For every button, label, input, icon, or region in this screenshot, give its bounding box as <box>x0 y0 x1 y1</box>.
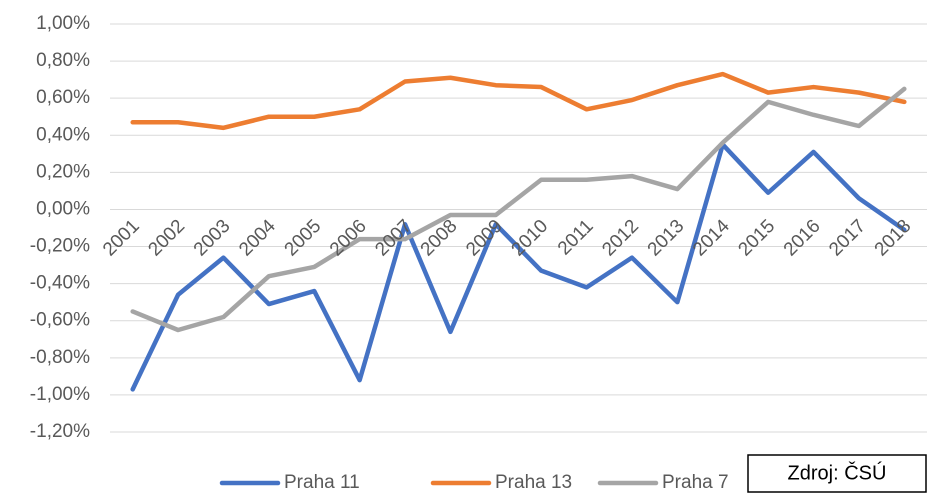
line-series <box>130 142 907 392</box>
legend-label: Praha 11 <box>284 472 360 493</box>
x-tick-label: 2013 <box>644 216 689 261</box>
y-tick-label: 1,00% <box>36 13 90 34</box>
y-tick-label: -0,80% <box>30 347 90 368</box>
legend-label: Praha 13 <box>495 472 572 493</box>
y-tick-label: -0,60% <box>30 310 90 331</box>
source-box <box>747 454 927 493</box>
y-tick-label: -1,00% <box>30 384 90 405</box>
x-tick-label: 2004 <box>235 215 280 260</box>
x-tick-label: 2001 <box>99 216 144 261</box>
y-tick-label: 0,40% <box>36 124 90 145</box>
x-tick-label: 2012 <box>598 216 643 261</box>
y-tick-label: -0,40% <box>30 273 90 294</box>
x-tick-label: 2010 <box>508 216 553 261</box>
x-tick-label: 2014 <box>689 215 734 260</box>
x-tick-label: 2002 <box>144 216 189 261</box>
y-tick-label: 0,00% <box>36 198 90 219</box>
x-tick-label: 2018 <box>871 216 916 261</box>
x-tick-label: 2011 <box>554 216 598 260</box>
x-tick-label: 2015 <box>734 216 779 261</box>
x-tick-label: 2017 <box>825 216 870 261</box>
y-tick-label: 0,20% <box>36 161 90 182</box>
y-tick-label: -0,20% <box>30 236 90 257</box>
legend-label: Praha 7 <box>662 472 729 493</box>
x-tick-label: 2005 <box>281 216 326 261</box>
source: Zdroj: ČSÚ <box>788 461 887 484</box>
y-tick-label: 0,80% <box>36 50 90 71</box>
y-tick-label: 0,60% <box>36 87 90 108</box>
line-series <box>130 71 907 131</box>
y-tick-label: -1,20% <box>30 421 90 442</box>
x-tick-label: 2016 <box>780 216 825 261</box>
x-tick-label: 2008 <box>417 216 462 261</box>
x-tick-label: 2003 <box>190 216 235 261</box>
line-series <box>130 86 907 333</box>
